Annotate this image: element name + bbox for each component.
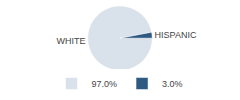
svg-text:97.0%: 97.0%: [92, 79, 118, 89]
svg-text:3.0%: 3.0%: [162, 79, 183, 89]
svg-text:HISPANIC: HISPANIC: [155, 30, 197, 40]
svg-text:WHITE: WHITE: [56, 36, 85, 46]
